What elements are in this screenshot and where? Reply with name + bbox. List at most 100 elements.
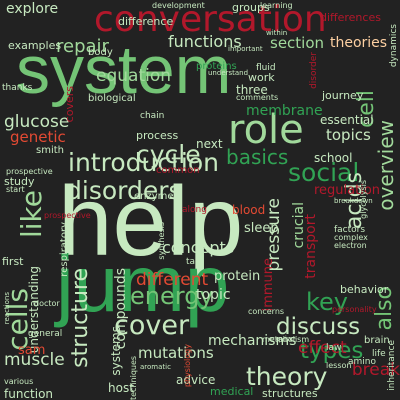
word-various: various [4, 377, 34, 386]
word-repair: repair [56, 36, 109, 57]
word-aromatic: aromatic [140, 363, 171, 371]
word-groups: groups [232, 1, 270, 14]
word-within: within [266, 29, 288, 37]
word-work: work [248, 71, 275, 84]
word-explore: explore [6, 1, 59, 17]
word-next: next [196, 137, 223, 151]
word-sam: sam [18, 343, 46, 358]
word-school: school [314, 151, 353, 165]
word-thanks: thanks [2, 83, 33, 93]
word-synthesis: synthesis [157, 222, 166, 260]
word-important: important [228, 45, 263, 53]
word-structures: structures [262, 387, 318, 400]
word-genetic: genetic [10, 128, 66, 146]
word-social: social [288, 158, 360, 187]
word-biological: biological [88, 93, 136, 104]
word-electron: electron [334, 241, 367, 250]
word-structure: structure [68, 268, 93, 368]
word-lesson: lesson [326, 361, 352, 370]
word-techniques: techniques [129, 355, 138, 400]
word-equation: equation [96, 66, 172, 86]
word-cycle: cycle [136, 140, 201, 169]
word-body: body [88, 47, 113, 58]
word-cover: cover [114, 310, 190, 341]
word-covers: covers [63, 86, 76, 123]
word-membrane: membrane [246, 103, 323, 119]
word-break: break [351, 360, 400, 380]
word-factors: factors [334, 225, 366, 235]
word-life: life [372, 349, 386, 359]
word-like: like [15, 190, 48, 239]
word-mechanisms: mechanisms [208, 333, 297, 349]
word-conversation: conversation [94, 0, 327, 40]
word-regulation: regulation [314, 183, 381, 198]
word-host: host [108, 381, 134, 395]
word-disorder: disorder [309, 52, 319, 89]
word-prospective-116: prospective [44, 211, 91, 220]
word-prospective: prospective [6, 167, 53, 176]
word-learning: learning [260, 1, 293, 10]
word-topic: topic [196, 287, 231, 303]
word-help: help [58, 166, 244, 276]
word-difference: difference [118, 15, 174, 28]
word-talk: talk [186, 257, 203, 267]
word-chain: chain [140, 111, 165, 121]
word-different: different [136, 270, 209, 290]
word-concepts: concepts [162, 238, 235, 257]
word-energy: energy [130, 282, 214, 310]
word-start: start [6, 185, 25, 194]
word-disorders: disorders [66, 176, 182, 205]
word-doctor: doctor [34, 299, 60, 308]
word-smith: smith [36, 145, 64, 156]
word-mutations: mutations [138, 344, 214, 362]
word-theories: theories [330, 35, 388, 51]
word-key: key [306, 288, 349, 316]
word-enzymes: enzymes [134, 191, 179, 202]
word-along: along [182, 205, 207, 215]
word-behavior: behavior [340, 283, 389, 296]
word-physiology: physiology [183, 344, 192, 388]
word-theory: theory [246, 362, 328, 391]
word-system: system [16, 32, 232, 108]
word-three: three [236, 83, 268, 97]
word-protein: protein [214, 269, 261, 284]
word-process: process [136, 129, 179, 142]
word-examples: examples [8, 39, 62, 52]
word-general: general [28, 329, 63, 339]
word-blood: blood [232, 203, 266, 217]
word-reactions: reactions [3, 292, 11, 325]
word-muscle: muscle [4, 350, 65, 370]
word-proteins: proteins [196, 61, 237, 72]
word-comments: comments [236, 93, 279, 102]
word-sleep: sleep [244, 221, 279, 236]
word-breakdown: breakdown [334, 197, 373, 205]
word-role: role [228, 107, 304, 153]
word-development: development [152, 1, 205, 10]
word-journey: journey [322, 89, 364, 102]
word-metabolism: metabolism [262, 335, 310, 344]
word-differences: differences [320, 11, 381, 24]
word-transport: transport [303, 214, 319, 279]
word-glycolysis: glycolysis [359, 180, 368, 219]
word-glucose: glucose [4, 112, 70, 132]
word-quiz: quiz [276, 335, 291, 343]
word-first: first [2, 255, 24, 268]
word-advice: advice [176, 373, 216, 387]
word-common: common [156, 165, 200, 176]
word-respiratory: respiratory [59, 222, 70, 277]
word-discuss: discuss [276, 314, 361, 340]
word-fluid: fluid [256, 63, 276, 73]
word-functions: functions [168, 32, 242, 51]
word-inheritance: inheritance [387, 340, 397, 391]
word-topics: topics [326, 126, 371, 144]
word-function: function [4, 387, 54, 400]
word-understanding: understanding [27, 266, 41, 354]
word-concerns: concerns [248, 307, 285, 316]
word-amino: amino [348, 357, 376, 367]
word-effect: effect [298, 338, 347, 358]
word-brain: brain [364, 335, 390, 346]
word-basics: basics [226, 145, 289, 169]
word-medical: medical [210, 385, 254, 398]
word-introduction: introduction [68, 148, 219, 177]
